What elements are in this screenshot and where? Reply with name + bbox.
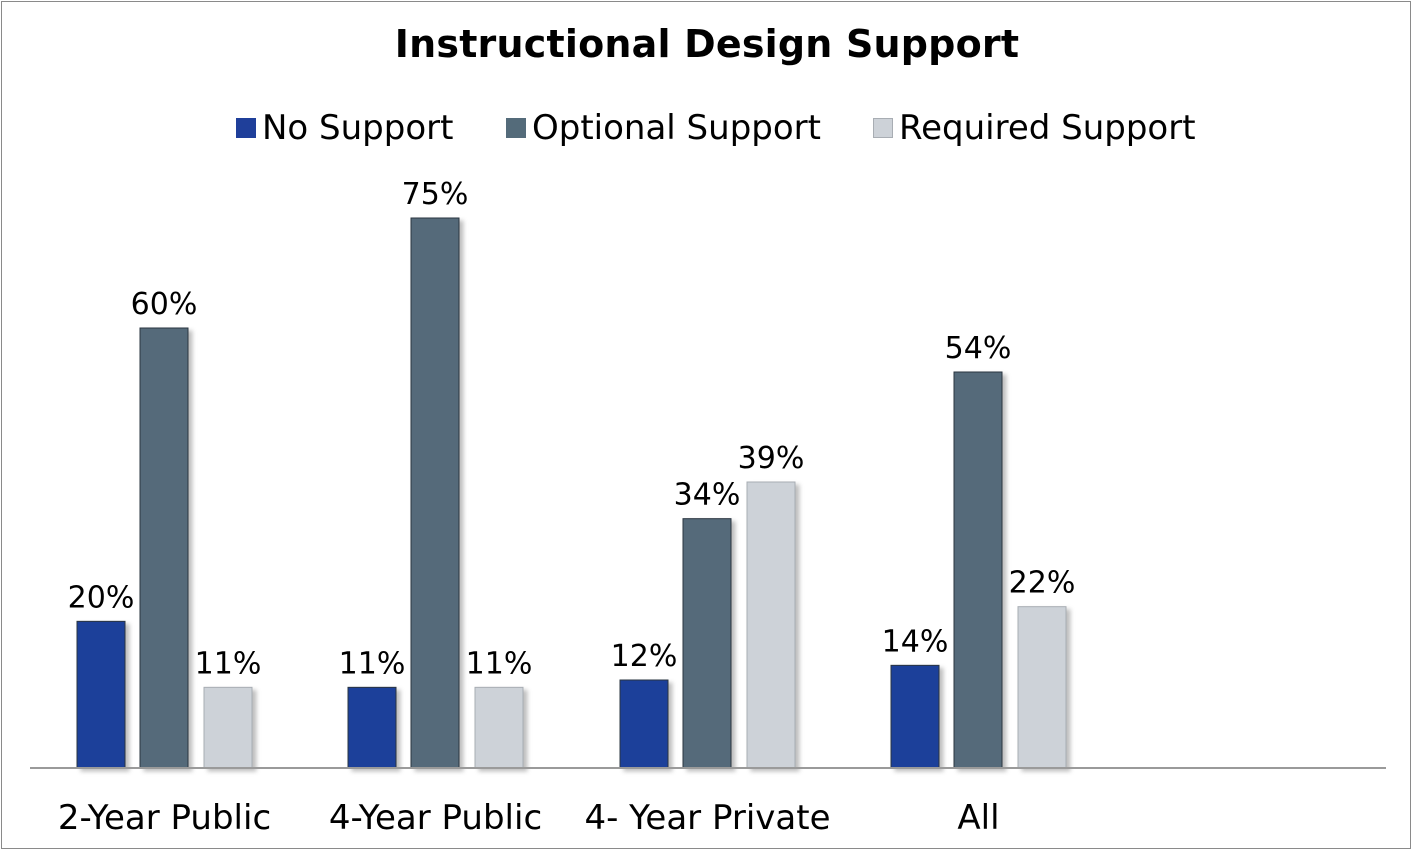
bar-4-year-public-no-support [347,686,397,769]
legend-item-optional-support: Optional Support [506,104,821,152]
data-label-2-year-public-no-support: 20% [68,580,135,615]
bar-2-year-public-required-support [203,686,253,769]
category-label-2-year-public: 2-Year Public [58,798,271,838]
category-label-all: All [957,798,999,838]
bar-2-year-public-optional-support [139,327,189,769]
data-label-2-year-public-required-support: 11% [195,646,262,681]
bar-4-year-private-no-support [619,679,669,769]
bar-4-year-private-optional-support [682,518,732,769]
data-label-all-required-support: 22% [1009,566,1076,601]
data-label-4-year-public-no-support: 11% [339,646,406,681]
data-label-2-year-public-optional-support: 60% [131,287,198,322]
legend-item-no-support: No Support [236,104,453,152]
bar-all-required-support [1017,606,1067,769]
data-label-all-optional-support: 54% [945,331,1012,366]
bar-all-no-support [890,664,940,769]
data-label-all-no-support: 14% [882,624,949,659]
data-label-4-year-private-required-support: 39% [738,441,805,476]
legend-swatch-optional-support [506,118,526,138]
data-label-4-year-public-optional-support: 75% [402,177,469,212]
legend-label-optional-support: Optional Support [532,108,821,148]
legend-swatch-no-support [236,118,256,138]
data-label-4-year-private-optional-support: 34% [674,478,741,513]
legend-swatch-required-support [873,118,893,138]
bar-2-year-public-no-support [76,620,126,769]
legend-label-no-support: No Support [262,108,454,148]
bar-all-optional-support [953,371,1003,769]
data-label-4-year-public-required-support: 11% [466,646,533,681]
legend: No Support Optional Support Required Sup… [0,104,1414,152]
category-label-4-year-private: 4- Year Private [584,798,830,838]
bar-4-year-public-optional-support [410,217,460,769]
data-label-4-year-private-no-support: 12% [611,639,678,674]
bar-4-year-private-required-support [746,481,796,769]
category-label-4-year-public: 4-Year Public [329,798,542,838]
bar-4-year-public-required-support [474,686,524,769]
legend-label-required-support: Required Support [899,108,1196,148]
legend-item-required-support: Required Support [873,104,1196,152]
chart-title: Instructional Design Support [394,22,1020,66]
